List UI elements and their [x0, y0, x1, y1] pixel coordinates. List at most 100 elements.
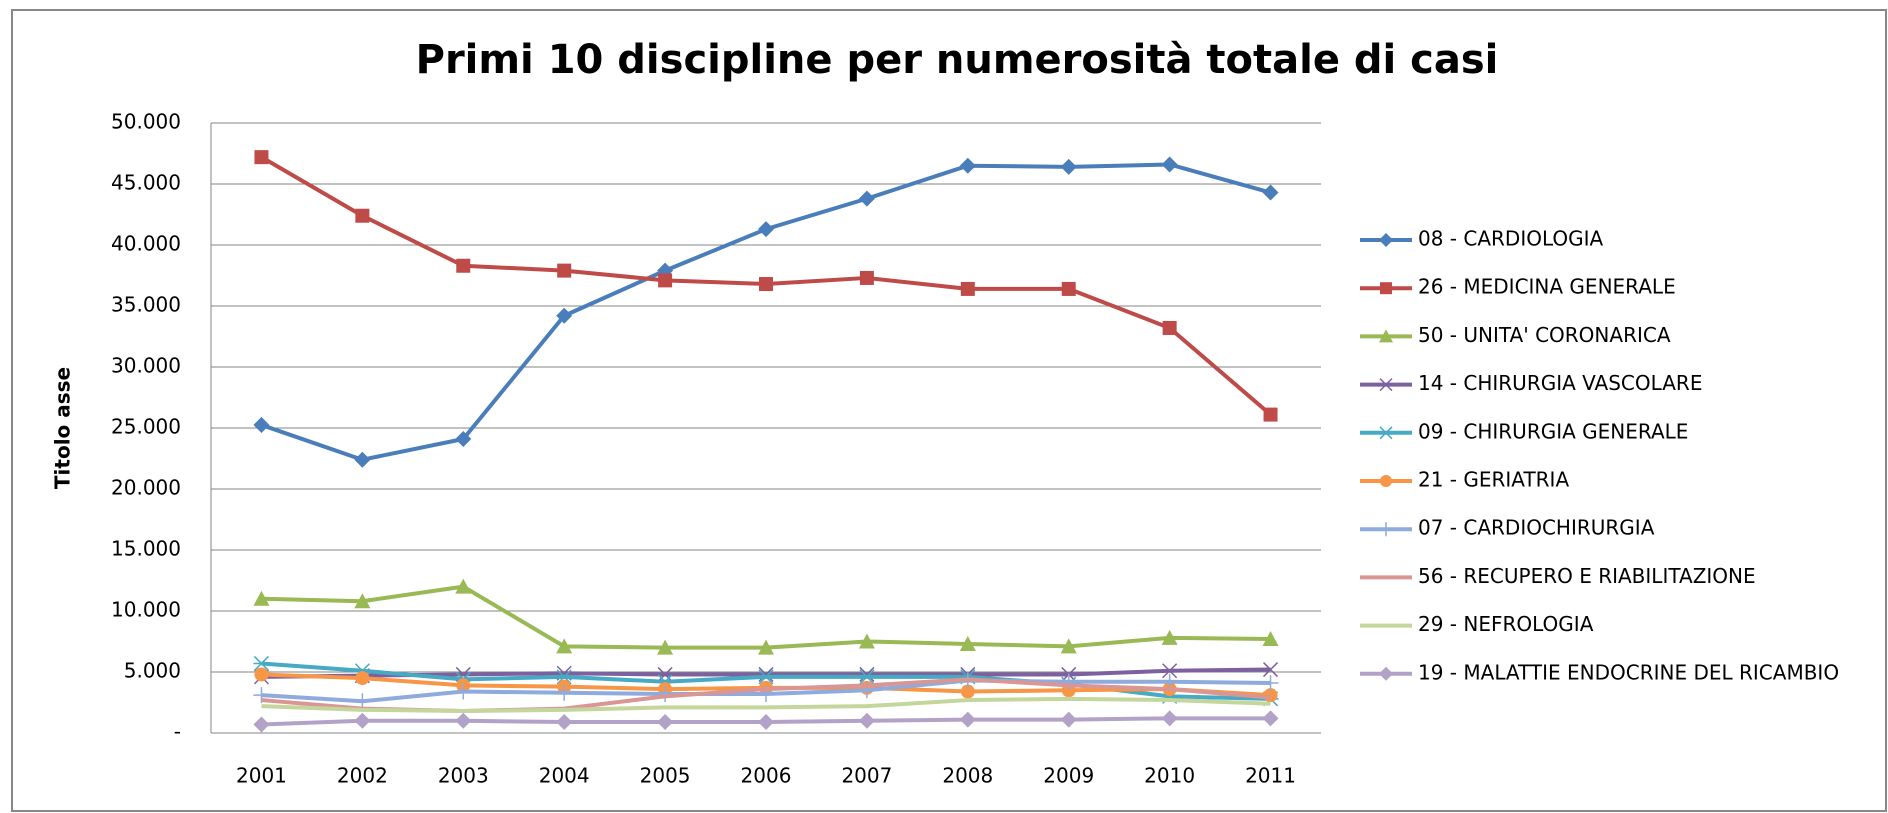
marker [1379, 329, 1393, 343]
marker [959, 635, 976, 651]
marker [455, 578, 472, 594]
y-tick-label: 35.000 [111, 293, 181, 317]
x-tick-label: 2011 [1245, 764, 1296, 788]
marker [556, 307, 573, 324]
marker [758, 639, 774, 655]
marker [254, 667, 269, 682]
marker [959, 157, 976, 174]
y-tick-label: 40.000 [111, 232, 181, 256]
marker [1061, 281, 1076, 296]
marker [960, 281, 975, 296]
marker [354, 593, 371, 609]
marker [1060, 158, 1077, 175]
x-tick-label: 2001 [236, 764, 287, 788]
legend-label: 07 - CARDIOCHIRURGIA [1418, 516, 1655, 540]
y-tick-label: 20.000 [111, 476, 181, 500]
x-tick-label: 2003 [438, 764, 489, 788]
marker [1262, 184, 1279, 201]
marker [556, 684, 573, 701]
marker [658, 273, 673, 288]
marker [960, 684, 975, 699]
marker [253, 590, 270, 606]
legend-label: 21 - GERIATRIA [1418, 468, 1569, 492]
marker [1060, 638, 1077, 654]
marker [858, 669, 875, 685]
y-tick-label: 5.000 [124, 659, 181, 683]
marker [355, 208, 370, 223]
marker [759, 277, 773, 292]
marker [1060, 711, 1077, 728]
marker [1380, 475, 1392, 487]
marker [253, 655, 270, 671]
marker [1262, 710, 1279, 727]
y-tick-label: 10.000 [111, 598, 181, 622]
marker [758, 714, 774, 731]
series-line [261, 696, 1271, 714]
x-tick-label: 2009 [1043, 764, 1094, 788]
x-tick-label: 2002 [337, 764, 388, 788]
y-tick-label: - [174, 720, 181, 744]
y-axis-title: Titolo asse [51, 367, 75, 489]
marker [456, 258, 471, 273]
chart-title: Primi 10 discipline per numerosità total… [416, 37, 1499, 83]
marker [1380, 282, 1392, 295]
marker [859, 270, 874, 285]
marker [1379, 233, 1393, 247]
y-tick-label: 45.000 [111, 171, 181, 195]
marker [858, 712, 875, 729]
marker [455, 712, 472, 729]
marker [758, 221, 774, 238]
x-tick-label: 2006 [741, 764, 792, 788]
y-tick-label: 30.000 [111, 354, 181, 378]
x-tick-label: 2007 [841, 764, 892, 788]
marker [1262, 631, 1279, 647]
marker [657, 714, 674, 731]
marker [354, 712, 371, 729]
y-tick-label: 15.000 [111, 537, 181, 561]
marker [1162, 320, 1177, 335]
x-tick-label: 2008 [942, 764, 993, 788]
marker [1379, 426, 1393, 440]
marker [1379, 666, 1393, 681]
legend-label: 08 - CARDIOLOGIA [1418, 227, 1604, 251]
x-tick-label: 2010 [1144, 764, 1195, 788]
marker [253, 716, 270, 733]
marker [355, 671, 370, 686]
y-tick-label: 25.000 [111, 415, 181, 439]
marker [758, 669, 774, 685]
marker [959, 711, 976, 728]
marker [657, 685, 674, 702]
legend-label: 50 - UNITA' CORONARICA [1418, 323, 1671, 347]
legend-label: 29 - NEFROLOGIA [1418, 612, 1594, 636]
legend-label: 56 - RECUPERO E RIABILITAZIONE [1418, 564, 1756, 588]
marker [556, 714, 573, 731]
marker [556, 638, 573, 654]
legend-label: 09 - CHIRURGIA GENERALE [1418, 419, 1688, 443]
marker [657, 639, 674, 655]
marker [557, 263, 572, 278]
marker [253, 416, 270, 433]
legend-label: 26 - MEDICINA GENERALE [1418, 275, 1676, 299]
marker [1162, 663, 1178, 679]
marker [1263, 662, 1279, 678]
x-tick-label: 2004 [539, 764, 590, 788]
marker [858, 190, 875, 207]
marker [859, 666, 875, 682]
marker [858, 633, 875, 649]
marker [657, 666, 673, 682]
marker [1161, 710, 1178, 727]
marker [455, 430, 472, 447]
legend-label: 14 - CHIRURGIA VASCOLARE [1418, 371, 1702, 395]
marker [1379, 378, 1393, 392]
marker [254, 150, 269, 165]
x-tick-label: 2005 [640, 764, 691, 788]
marker [1379, 522, 1393, 537]
marker [1263, 407, 1278, 422]
marker [1262, 674, 1279, 691]
marker [1161, 629, 1178, 645]
marker [455, 683, 472, 700]
legend-label: 19 - MALATTIE ENDOCRINE DEL RICAMBIO [1418, 660, 1839, 684]
y-tick-label: 50.000 [111, 110, 181, 134]
marker [354, 451, 371, 468]
